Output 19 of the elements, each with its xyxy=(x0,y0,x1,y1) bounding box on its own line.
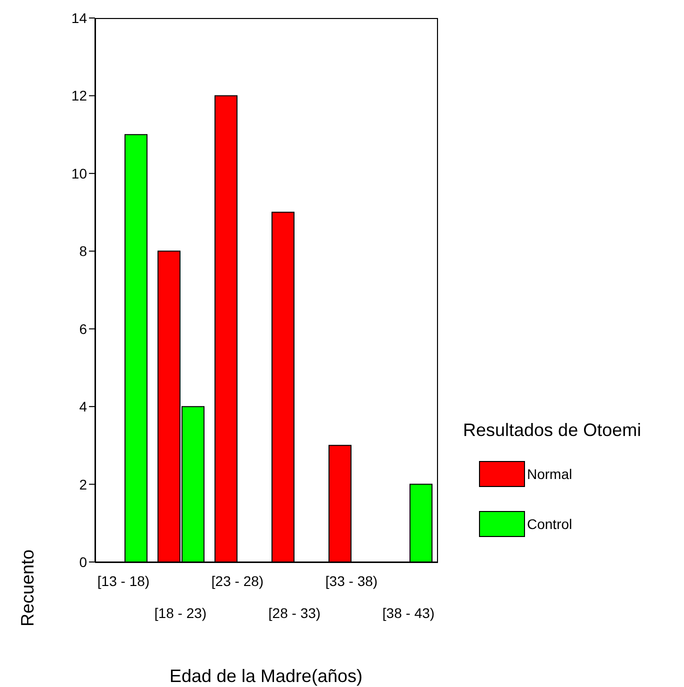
legend-title: Resultados de Otoemi xyxy=(463,420,642,441)
legend-label: Normal xyxy=(527,466,572,482)
y-tick-label: 12 xyxy=(71,88,88,104)
x-tick-label: [13 - 18) xyxy=(97,573,150,589)
y-tick-label: 0 xyxy=(79,554,88,570)
x-tick-label: [33 - 38) xyxy=(325,573,378,589)
y-tick-label: 14 xyxy=(71,10,88,26)
x-tick-label: [28 - 33) xyxy=(268,605,321,621)
x-axis-title: Edad de la Madre(años) xyxy=(169,666,363,686)
y-tick-label: 8 xyxy=(79,243,88,260)
x-tick-label: [18 - 23) xyxy=(154,605,207,621)
x-tick-label: [23 - 28) xyxy=(211,573,264,589)
y-tick-label: 4 xyxy=(79,398,88,415)
legend-label: Control xyxy=(527,516,572,532)
y-tick-label: 2 xyxy=(79,476,88,492)
y-tick-label: 10 xyxy=(71,165,88,182)
y-tick-label: 6 xyxy=(79,320,88,337)
x-tick-label: [38 - 43) xyxy=(382,605,435,621)
y-axis-title: Recuento xyxy=(18,549,38,627)
